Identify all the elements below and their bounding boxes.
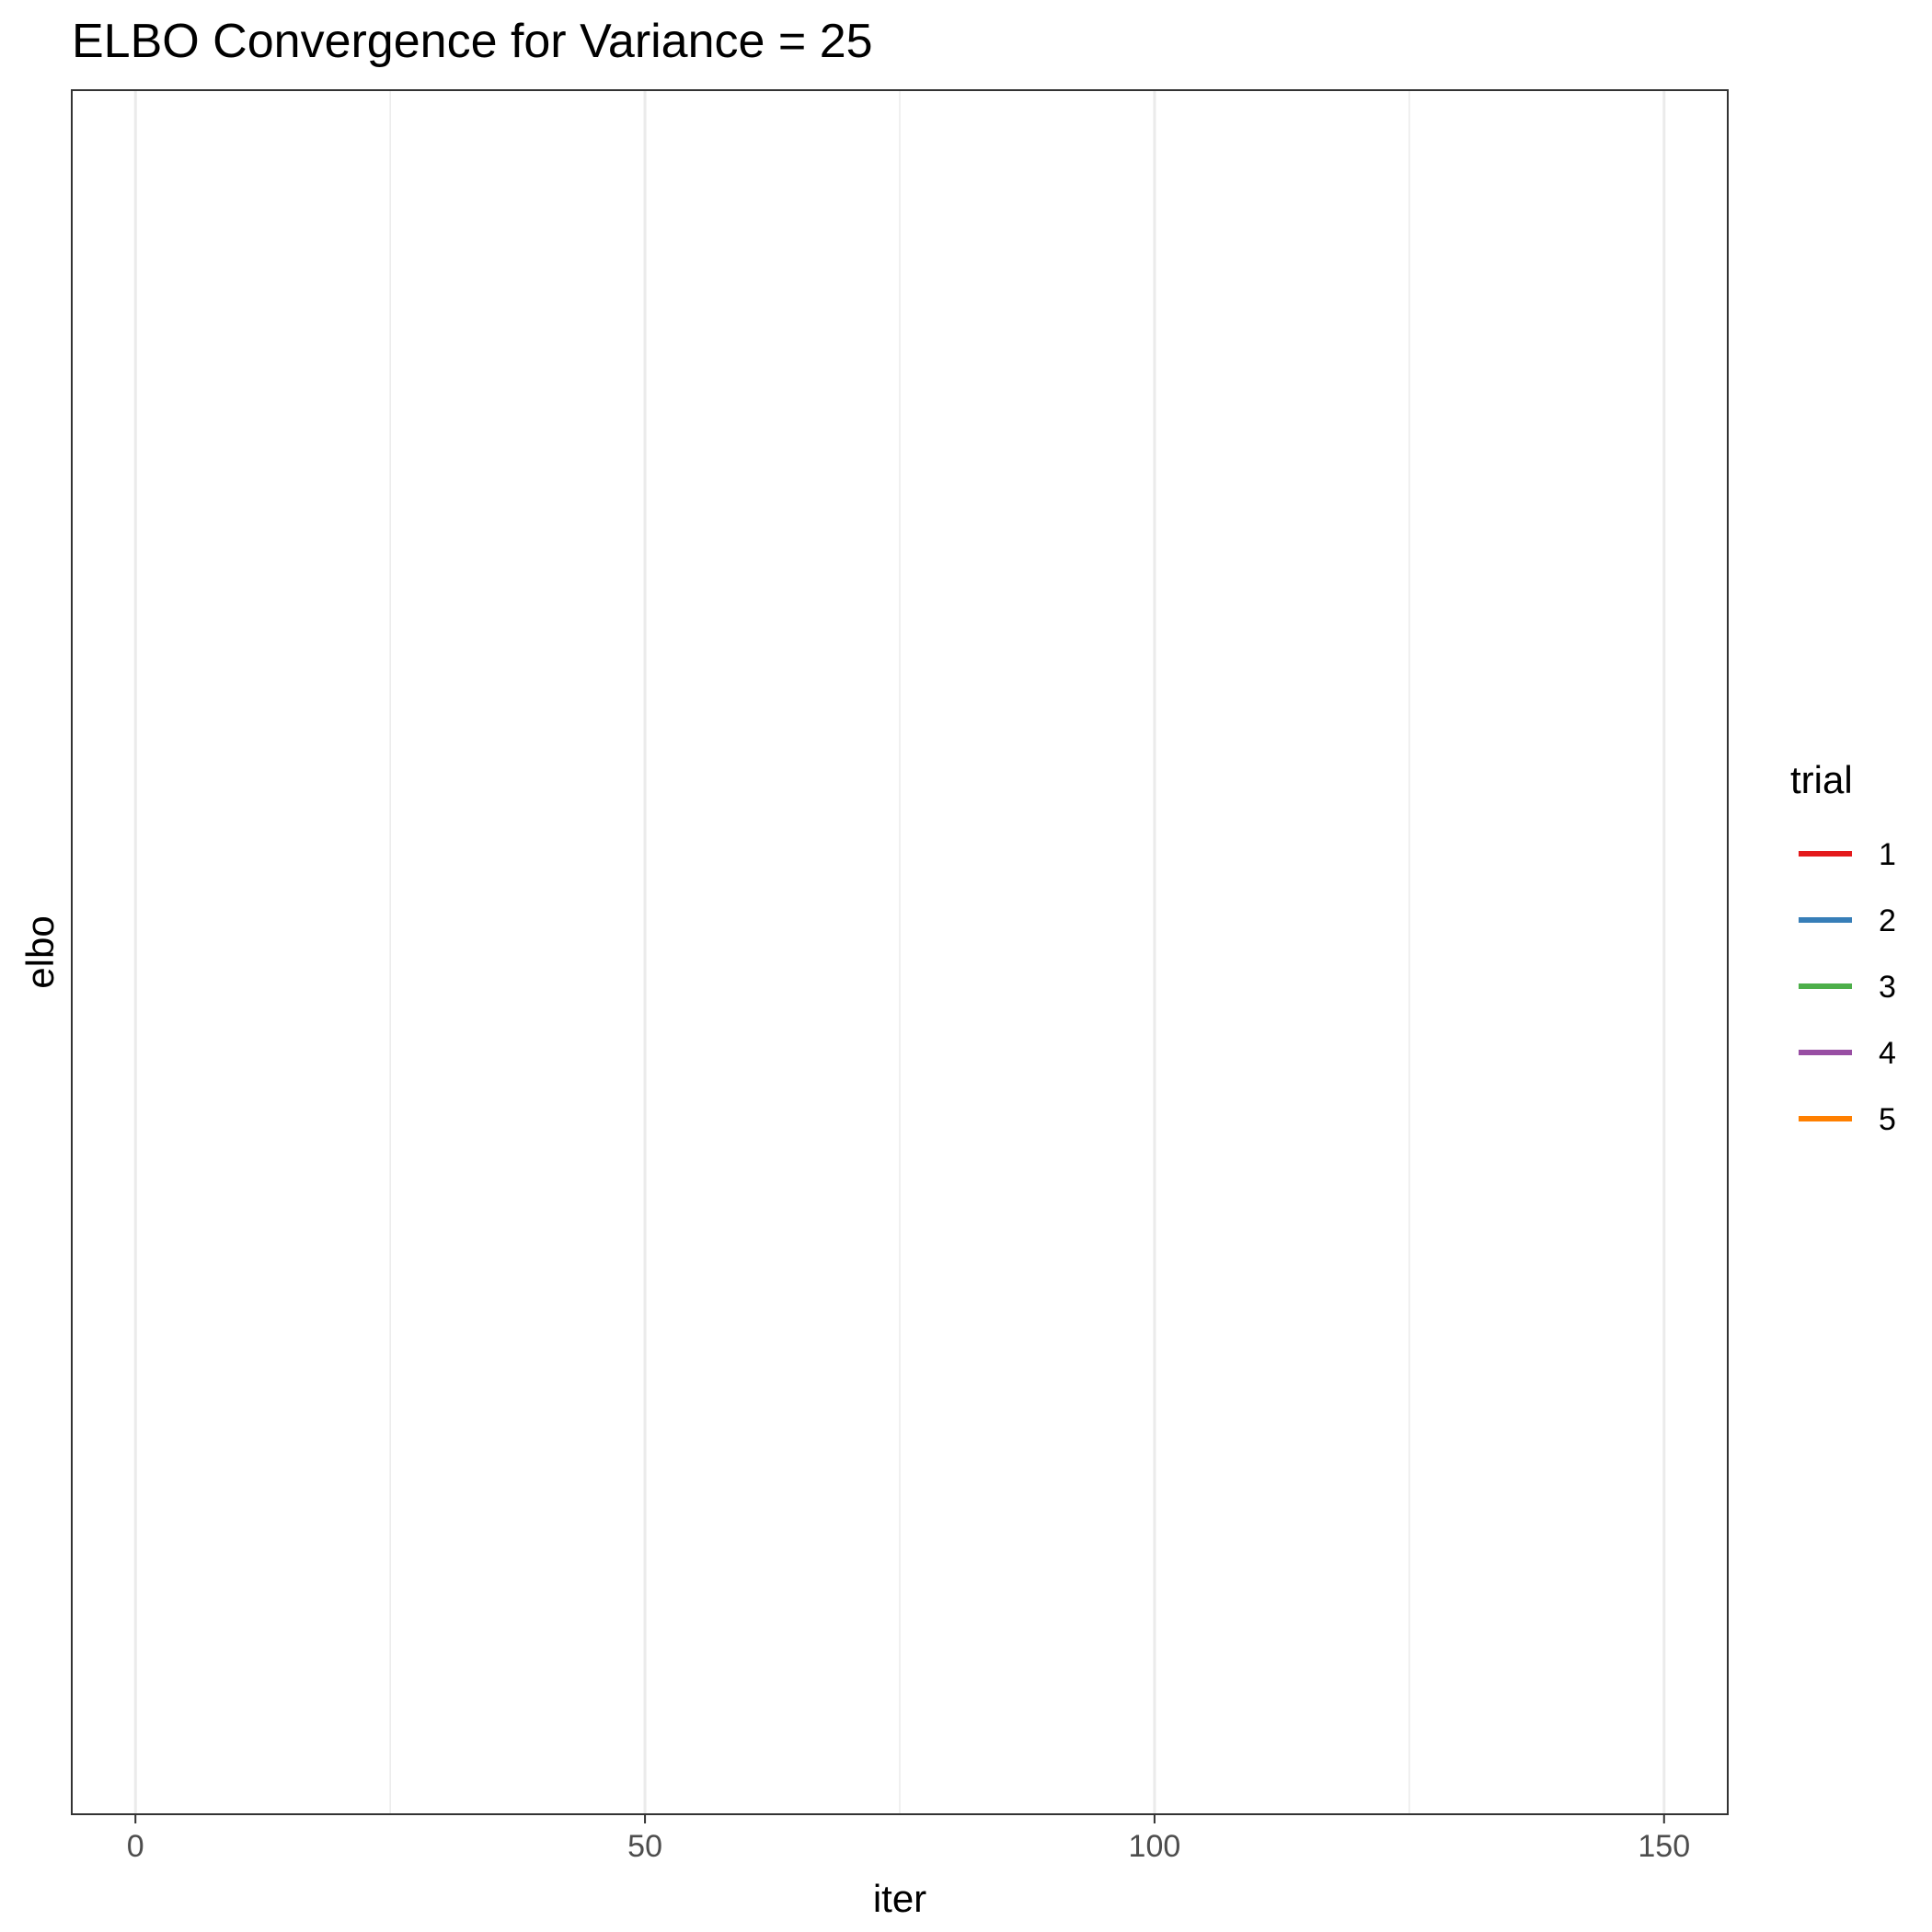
x-tick-label-0: 0 bbox=[127, 1829, 144, 1864]
chart-title: ELBO Convergence for Variance = 25 bbox=[72, 15, 873, 68]
legend-label-1: 1 bbox=[1879, 837, 1896, 872]
plot-area bbox=[71, 89, 1729, 1815]
legend-entries: 1 2 3 4 5 bbox=[1799, 837, 1896, 1137]
x-tick-label-100: 100 bbox=[1129, 1829, 1181, 1864]
legend-label-2: 2 bbox=[1879, 903, 1896, 938]
x-axis: 0 50 100 150 bbox=[127, 1814, 1690, 1864]
plot-border bbox=[71, 89, 1729, 1815]
legend-label-3: 3 bbox=[1879, 970, 1896, 1005]
legend-label-5: 5 bbox=[1879, 1102, 1896, 1137]
grid-lines bbox=[133, 90, 1666, 1814]
y-axis-title: elbo bbox=[18, 915, 62, 988]
legend: trial 1 2 3 4 5 bbox=[1790, 758, 1896, 1137]
legend-label-4: 4 bbox=[1879, 1036, 1896, 1071]
x-axis-title: iter bbox=[873, 1877, 926, 1920]
x-tick-label-150: 150 bbox=[1638, 1829, 1690, 1864]
legend-title: trial bbox=[1790, 758, 1853, 801]
x-tick-label-50: 50 bbox=[627, 1829, 662, 1864]
